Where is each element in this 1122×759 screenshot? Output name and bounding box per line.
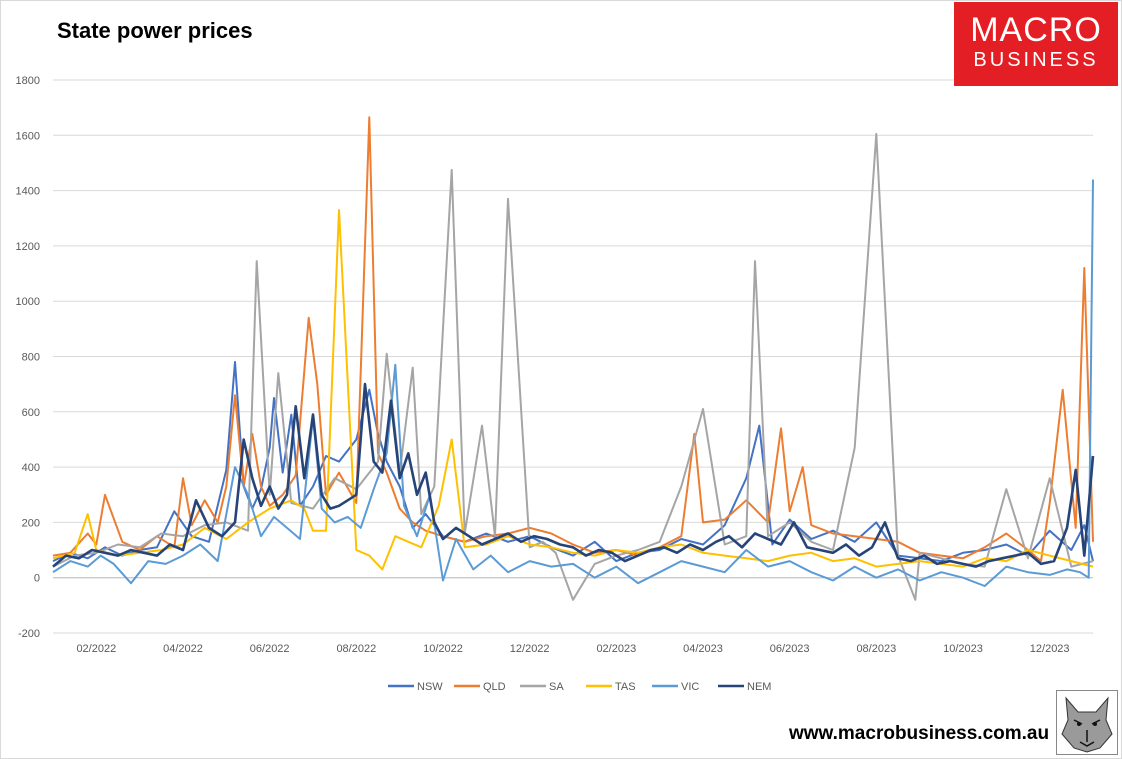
logo-line2: BUSINESS [973,49,1099,71]
logo-line1: MACRO [970,11,1102,49]
x-tick-label: 12/2023 [1030,643,1070,655]
x-tick-label: 10/2022 [423,643,463,655]
y-tick-label: 600 [22,407,40,419]
y-axis-ticks: -200 0 200 400 600 800 1000 1200 1400 1600 1800 [16,75,40,640]
y-tick-label: 1400 [16,186,40,198]
y-tick-label: -200 [18,628,40,640]
legend: NSW QLD SA TAS VIC NEM [388,681,771,693]
y-tick-label: 1000 [16,296,40,308]
footer-url: www.macrobusiness.com.au [789,723,1050,744]
x-tick-label: 08/2023 [856,643,896,655]
legend-label-qld: QLD [483,681,506,693]
y-tick-label: 1200 [16,241,40,253]
y-tick-label: 200 [22,517,40,529]
gridlines [53,79,1093,634]
series-line-nem [52,382,1095,568]
series-line-qld [52,116,1094,563]
y-tick-label: 1600 [16,130,40,142]
x-tick-label: 04/2023 [683,643,723,655]
legend-label-tas: TAS [615,681,636,693]
x-tick-label: 06/2022 [250,643,290,655]
y-tick-label: 0 [34,573,40,585]
y-tick-label: 400 [22,462,40,474]
x-tick-label: 04/2022 [163,643,203,655]
y-tick-label: 800 [22,352,40,364]
legend-label-vic: VIC [681,681,699,693]
series-lines [52,116,1095,601]
series-line-tas [52,209,1094,571]
macrobusiness-logo: MACRO BUSINESS [954,2,1118,86]
y-tick-label: 1800 [16,75,40,87]
series-line-nsw [52,361,1094,563]
series-line-vic [52,179,1094,587]
legend-label-nsw: NSW [417,681,443,693]
x-axis-ticks: 02/2022 04/2022 06/2022 08/2022 10/2022 12/20… [76,643,1069,655]
x-tick-label: 10/2023 [943,643,983,655]
legend-label-nem: NEM [747,681,771,693]
x-tick-label: 08/2022 [336,643,376,655]
x-tick-label: 12/2022 [510,643,550,655]
x-tick-label: 06/2023 [770,643,810,655]
x-tick-label: 02/2023 [596,643,636,655]
legend-label-sa: SA [549,681,564,693]
wolf-logo-icon [1056,690,1118,755]
x-tick-label: 02/2022 [76,643,116,655]
chart-title: State power prices [57,18,253,43]
